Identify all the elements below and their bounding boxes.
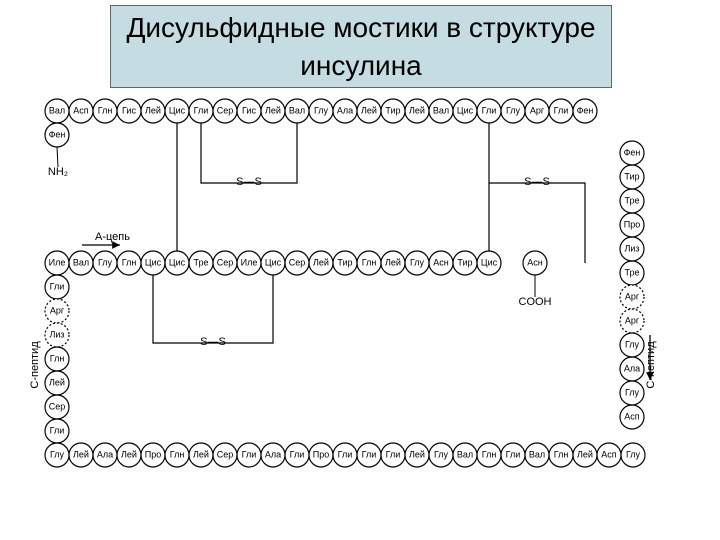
svg-text:Иле: Иле <box>49 257 66 267</box>
svg-text:Фен: Фен <box>49 129 66 139</box>
svg-text:Лей: Лей <box>409 105 425 115</box>
svg-text:Тир: Тир <box>624 171 639 181</box>
svg-text:Лей: Лей <box>265 105 281 115</box>
svg-text:Лей: Лей <box>73 449 89 459</box>
svg-text:Вал: Вал <box>49 105 65 115</box>
svg-text:Глн: Глн <box>50 353 65 363</box>
svg-text:Глн: Глн <box>362 257 377 267</box>
svg-text:Ала: Ала <box>337 105 353 115</box>
svg-text:Лей: Лей <box>577 449 593 459</box>
svg-text:Лей: Лей <box>121 449 137 459</box>
svg-text:Гис: Гис <box>242 105 256 115</box>
svg-text:Про: Про <box>624 219 640 229</box>
svg-text:Гли: Гли <box>506 449 521 459</box>
svg-text:Асп: Асп <box>73 105 89 115</box>
svg-text:Ала: Ала <box>624 363 640 373</box>
svg-text:Про: Про <box>313 449 329 459</box>
svg-text:Гли: Гли <box>386 449 401 459</box>
svg-text:Фен: Фен <box>577 105 594 115</box>
svg-text:Тир: Тир <box>337 257 352 267</box>
svg-text:Фен: Фен <box>624 147 641 157</box>
svg-text:NH₂: NH₂ <box>48 166 68 178</box>
svg-text:Цис: Цис <box>169 105 186 115</box>
svg-text:Гли: Гли <box>362 449 377 459</box>
svg-text:Гли: Гли <box>290 449 305 459</box>
svg-text:Глн: Глн <box>98 105 113 115</box>
svg-text:Гли: Гли <box>482 105 497 115</box>
svg-text:Глн: Глн <box>122 257 137 267</box>
insulin-diagram: S—S S—S S—S NH₂ COOH A-цепь C-пептид C-пептид Ва… <box>0 85 720 540</box>
svg-text:Тре: Тре <box>193 257 208 267</box>
svg-text:Глу: Глу <box>314 105 329 115</box>
svg-text:Иле: Иле <box>241 257 258 267</box>
svg-text:Глу: Глу <box>434 449 449 459</box>
svg-text:Асн: Асн <box>433 257 449 267</box>
svg-text:Глу: Глу <box>98 257 113 267</box>
svg-text:Лей: Лей <box>409 449 425 459</box>
svg-text:S—S: S—S <box>236 176 262 188</box>
svg-text:Цис: Цис <box>145 257 162 267</box>
svg-text:C-пептид: C-пептид <box>645 341 657 389</box>
svg-text:Ала: Ала <box>97 449 113 459</box>
svg-text:Гли: Гли <box>50 281 65 291</box>
svg-text:Глу: Глу <box>626 449 641 459</box>
svg-text:Тре: Тре <box>624 195 639 205</box>
svg-text:Лиз: Лиз <box>49 329 64 339</box>
svg-text:Цис: Цис <box>481 257 498 267</box>
svg-text:Сер: Сер <box>217 449 234 459</box>
svg-text:Глу: Глу <box>625 339 640 349</box>
svg-text:A-цепь: A-цепь <box>95 231 130 243</box>
svg-text:Лей: Лей <box>313 257 329 267</box>
svg-text:Вал: Вал <box>433 105 449 115</box>
svg-text:Арг: Арг <box>530 105 545 115</box>
svg-text:Гли: Гли <box>242 449 257 459</box>
svg-text:Асн: Асн <box>527 257 543 267</box>
svg-text:Лей: Лей <box>49 377 65 387</box>
svg-text:Тир: Тир <box>457 257 472 267</box>
svg-text:Сер: Сер <box>217 105 234 115</box>
svg-text:Гли: Гли <box>338 449 353 459</box>
svg-text:Гли: Гли <box>194 105 209 115</box>
svg-text:Вал: Вал <box>73 257 89 267</box>
svg-text:Вал: Вал <box>457 449 473 459</box>
svg-text:Арг: Арг <box>625 291 640 301</box>
svg-text:Асп: Асп <box>601 449 617 459</box>
svg-text:Гис: Гис <box>122 105 136 115</box>
svg-text:C-пептид: C-пептид <box>29 341 41 389</box>
svg-text:Тир: Тир <box>385 105 400 115</box>
svg-text:Вал: Вал <box>529 449 545 459</box>
svg-text:Глн: Глн <box>170 449 185 459</box>
svg-text:S—S: S—S <box>524 176 550 188</box>
svg-text:Арг: Арг <box>50 305 65 315</box>
svg-text:Лей: Лей <box>145 105 161 115</box>
svg-text:Ала: Ала <box>265 449 281 459</box>
svg-text:Гли: Гли <box>50 425 65 435</box>
svg-text:Цис: Цис <box>457 105 474 115</box>
svg-text:Глу: Глу <box>50 449 65 459</box>
svg-text:COOH: COOH <box>519 296 552 308</box>
svg-text:Тре: Тре <box>624 267 639 277</box>
svg-text:Лей: Лей <box>193 449 209 459</box>
svg-text:Лей: Лей <box>361 105 377 115</box>
svg-text:Гли: Гли <box>554 105 569 115</box>
svg-text:S—S: S—S <box>200 336 226 348</box>
svg-text:Сер: Сер <box>289 257 306 267</box>
svg-text:Цис: Цис <box>169 257 186 267</box>
svg-text:Лиз: Лиз <box>624 243 639 253</box>
svg-text:Лей: Лей <box>385 257 401 267</box>
svg-text:Глн: Глн <box>554 449 569 459</box>
svg-text:Глу: Глу <box>625 387 640 397</box>
svg-text:Про: Про <box>145 449 161 459</box>
svg-text:Цис: Цис <box>265 257 282 267</box>
svg-text:Арг: Арг <box>625 315 640 325</box>
title: Дисульфидные мостики в структуре инсулин… <box>110 5 612 88</box>
svg-text:Вал: Вал <box>289 105 305 115</box>
svg-text:Глу: Глу <box>506 105 521 115</box>
svg-text:Глу: Глу <box>410 257 425 267</box>
svg-text:Асп: Асп <box>624 411 640 421</box>
svg-text:Сер: Сер <box>49 401 66 411</box>
svg-text:Сер: Сер <box>217 257 234 267</box>
svg-text:Глн: Глн <box>482 449 497 459</box>
